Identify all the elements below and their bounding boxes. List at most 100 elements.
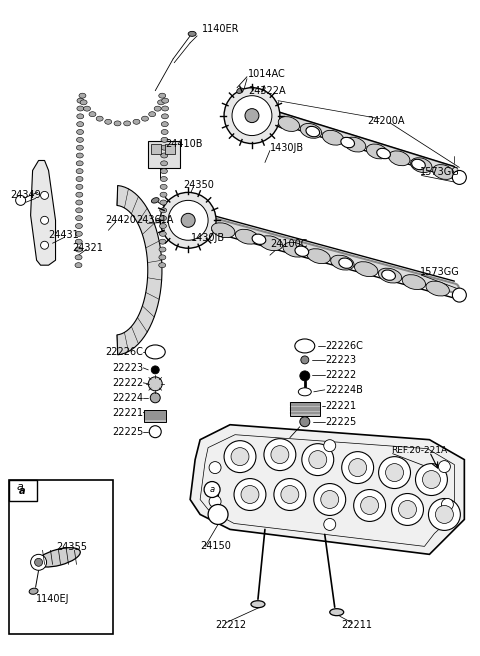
Ellipse shape <box>159 232 166 236</box>
Circle shape <box>354 489 385 522</box>
Circle shape <box>209 462 221 474</box>
Text: 24355: 24355 <box>57 543 87 552</box>
Circle shape <box>360 497 379 514</box>
Ellipse shape <box>37 548 80 567</box>
Circle shape <box>150 393 160 403</box>
Ellipse shape <box>75 224 83 228</box>
Text: 1573GG: 1573GG <box>420 267 459 277</box>
Text: 22224B: 22224B <box>325 385 362 395</box>
Text: 24200A: 24200A <box>368 115 405 125</box>
Circle shape <box>348 459 367 476</box>
Ellipse shape <box>133 119 140 124</box>
Ellipse shape <box>426 281 449 296</box>
Text: a: a <box>19 485 26 495</box>
Ellipse shape <box>76 176 83 182</box>
Circle shape <box>231 447 249 466</box>
Text: 24361A: 24361A <box>136 215 174 225</box>
Polygon shape <box>117 186 162 355</box>
Bar <box>144 410 166 422</box>
Ellipse shape <box>162 98 168 103</box>
Text: a: a <box>209 485 215 494</box>
Ellipse shape <box>159 239 166 244</box>
Ellipse shape <box>160 200 167 205</box>
Text: 1430JB: 1430JB <box>191 234 225 243</box>
Text: 24150: 24150 <box>200 541 231 551</box>
Text: 22222: 22222 <box>325 370 356 380</box>
Ellipse shape <box>76 137 84 142</box>
Ellipse shape <box>259 236 283 251</box>
Text: 24410B: 24410B <box>165 138 203 148</box>
Circle shape <box>379 457 410 489</box>
Circle shape <box>241 485 259 504</box>
Circle shape <box>314 483 346 516</box>
Ellipse shape <box>77 121 84 127</box>
Circle shape <box>301 356 309 364</box>
Text: 22225: 22225 <box>325 417 356 427</box>
Ellipse shape <box>237 88 243 93</box>
Circle shape <box>41 241 48 249</box>
Circle shape <box>234 479 266 510</box>
Circle shape <box>452 288 467 302</box>
Circle shape <box>416 464 447 495</box>
Circle shape <box>208 504 228 524</box>
Ellipse shape <box>330 609 344 616</box>
Text: 1014AC: 1014AC <box>248 69 286 79</box>
Circle shape <box>16 195 25 205</box>
Ellipse shape <box>77 106 84 111</box>
Text: 22226C: 22226C <box>106 347 144 357</box>
Ellipse shape <box>77 114 84 119</box>
Ellipse shape <box>331 255 354 270</box>
Circle shape <box>392 493 423 525</box>
Ellipse shape <box>75 216 83 220</box>
Circle shape <box>300 371 310 381</box>
Circle shape <box>398 501 417 518</box>
Circle shape <box>271 445 289 464</box>
Ellipse shape <box>80 100 87 105</box>
Circle shape <box>224 88 280 144</box>
Ellipse shape <box>278 117 300 131</box>
Circle shape <box>321 491 339 508</box>
Circle shape <box>264 439 296 470</box>
Ellipse shape <box>159 255 166 260</box>
Ellipse shape <box>75 255 82 260</box>
Circle shape <box>442 499 454 510</box>
Text: 22225: 22225 <box>112 426 144 437</box>
Ellipse shape <box>378 268 402 283</box>
Ellipse shape <box>76 161 83 166</box>
Circle shape <box>309 451 327 468</box>
Circle shape <box>422 470 441 489</box>
Text: 1573GG: 1573GG <box>420 167 459 178</box>
Circle shape <box>438 461 450 472</box>
Circle shape <box>204 482 220 497</box>
Circle shape <box>151 366 159 374</box>
Ellipse shape <box>388 151 410 166</box>
Ellipse shape <box>339 258 352 268</box>
Ellipse shape <box>382 270 396 280</box>
Ellipse shape <box>159 93 166 98</box>
Ellipse shape <box>283 242 306 257</box>
Ellipse shape <box>149 112 156 117</box>
Ellipse shape <box>300 123 322 138</box>
Text: 24321: 24321 <box>72 243 103 253</box>
Bar <box>290 401 320 416</box>
Ellipse shape <box>161 137 168 142</box>
Ellipse shape <box>76 200 83 205</box>
Bar <box>9 480 113 634</box>
Ellipse shape <box>145 345 165 359</box>
Circle shape <box>41 192 48 199</box>
Ellipse shape <box>124 121 131 126</box>
Text: 1140ER: 1140ER <box>202 24 240 34</box>
Ellipse shape <box>75 247 82 252</box>
Ellipse shape <box>188 31 196 36</box>
Ellipse shape <box>84 106 91 111</box>
Ellipse shape <box>160 192 167 197</box>
Ellipse shape <box>162 106 168 111</box>
Ellipse shape <box>76 169 83 174</box>
Bar <box>148 140 180 169</box>
Ellipse shape <box>142 116 148 121</box>
Ellipse shape <box>77 129 84 134</box>
Circle shape <box>324 440 336 451</box>
Circle shape <box>429 499 460 531</box>
Text: 22224: 22224 <box>112 393 144 403</box>
Circle shape <box>35 558 43 566</box>
